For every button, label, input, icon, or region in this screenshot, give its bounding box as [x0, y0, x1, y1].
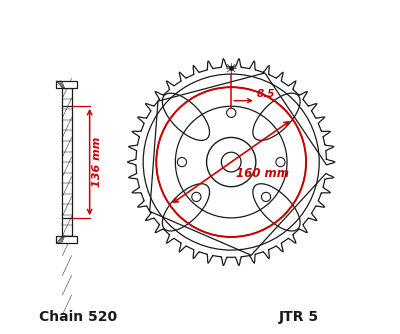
Text: 8.5: 8.5: [257, 89, 275, 99]
FancyBboxPatch shape: [56, 81, 78, 88]
Text: Chain 520: Chain 520: [39, 310, 117, 324]
Text: 136 mm: 136 mm: [92, 137, 102, 187]
Text: JTR 5: JTR 5: [279, 310, 319, 324]
Bar: [62, 88, 72, 236]
FancyBboxPatch shape: [56, 236, 78, 243]
Text: 160 mm: 160 mm: [236, 167, 289, 180]
